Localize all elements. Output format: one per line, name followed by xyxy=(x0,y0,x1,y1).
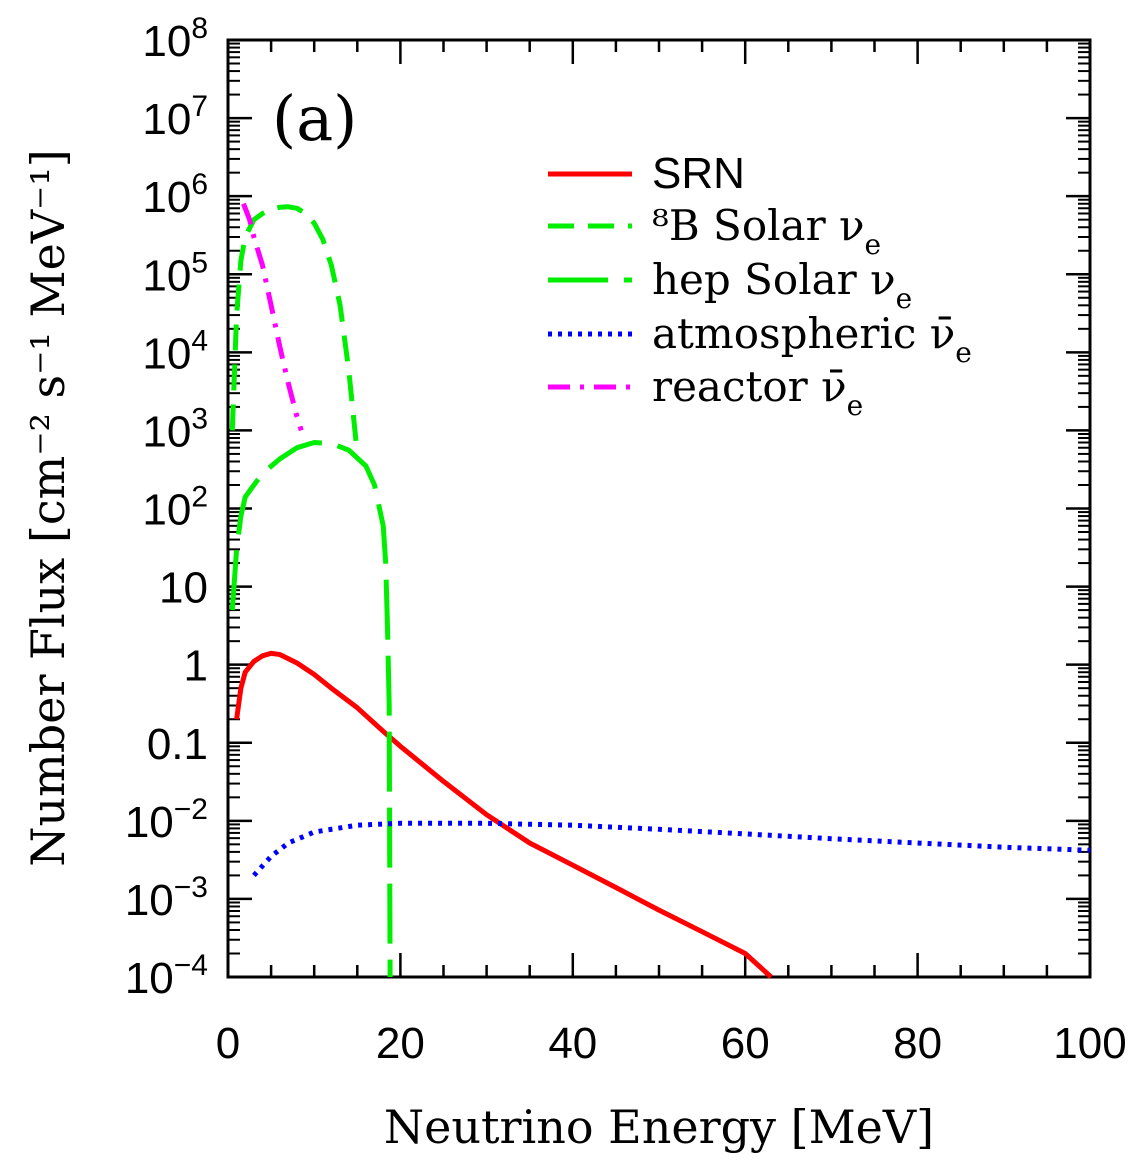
y-tick-label: 107 xyxy=(142,90,208,144)
x-tick-label: 60 xyxy=(721,1019,770,1068)
series-lines xyxy=(229,202,1091,979)
y-tick-label: 10−3 xyxy=(125,871,208,925)
x-tick-label: 0 xyxy=(216,1019,240,1068)
legend-label: atmospheric ν̄e xyxy=(652,309,972,369)
x-tick-label: 80 xyxy=(893,1019,942,1068)
legend-label: reactor ν̄e xyxy=(652,362,863,422)
y-axis-title: Number Flux [cm⁻² s⁻¹ MeV⁻¹] xyxy=(21,149,75,866)
x-tick-label: 20 xyxy=(376,1019,425,1068)
y-tick-label: 103 xyxy=(142,402,208,456)
legend-label: hep Solar νe xyxy=(652,255,912,315)
x-axis-title: Neutrino Energy [MeV] xyxy=(384,1100,934,1154)
x-tick-labels: 0 20 40 60 80 100 xyxy=(216,1019,1127,1068)
y-tick-label: 104 xyxy=(142,324,208,378)
y-tick-label: 10−4 xyxy=(125,949,208,1003)
series-line-3 xyxy=(252,820,1091,878)
y-tick-label: 108 xyxy=(142,12,208,66)
y-tick-label: 106 xyxy=(142,168,208,222)
legend-label: ⁸B Solar νe xyxy=(652,201,881,261)
y-tick-label: 0.1 xyxy=(147,720,208,769)
y-tick-label: 1 xyxy=(184,642,208,691)
y-tick-label: 10−2 xyxy=(125,793,208,847)
series-line-1 xyxy=(229,204,360,455)
x-tick-label: 100 xyxy=(1053,1019,1126,1068)
y-tick-label: 102 xyxy=(142,481,208,535)
x-tick-label: 40 xyxy=(548,1019,597,1068)
series-line-2 xyxy=(229,440,393,978)
y-tick-label: 105 xyxy=(142,246,208,300)
y-tick-labels: 10−4 10−3 10−2 0.1 1 10 102 103 104 105 106 107 108 xyxy=(125,12,208,1003)
series-line-0 xyxy=(234,650,773,979)
y-tick-label: 10 xyxy=(159,564,208,613)
panel-label: (a) xyxy=(272,82,357,155)
legend-label: SRN xyxy=(652,149,745,198)
series-line-4 xyxy=(241,202,304,432)
